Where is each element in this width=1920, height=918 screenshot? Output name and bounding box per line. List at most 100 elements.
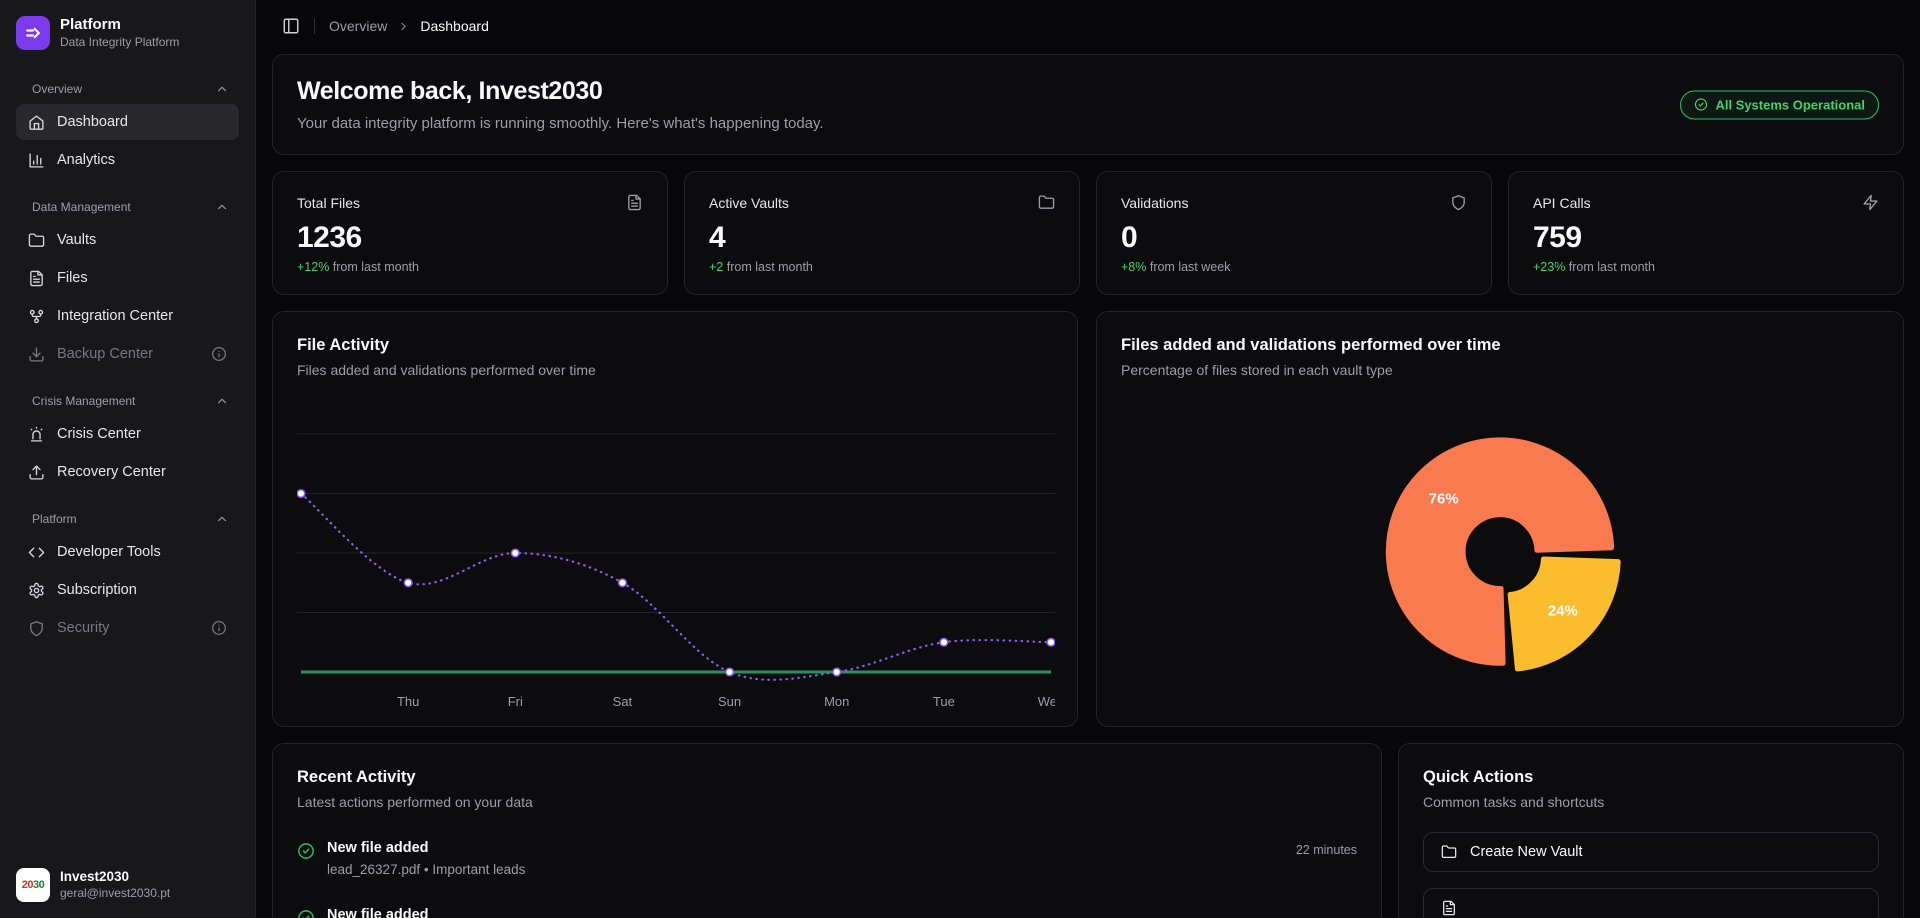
sidebar: Platform Data Integrity Platform Overvie… [0,0,256,918]
svg-text:Wed: Wed [1038,694,1055,709]
file-activity-card: File Activity Files added and validation… [272,311,1078,727]
quick-action-button[interactable] [1423,888,1879,918]
section-platform[interactable]: Platform [0,504,255,532]
vault-distribution-donut-chart: 76% 24% [1385,437,1621,672]
dashboard-content: Welcome back, Invest2030 Your data integ… [256,52,1920,918]
welcome-banner: Welcome back, Invest2030 Your data integ… [272,54,1904,155]
sidebar-item-label: Recovery Center [57,464,166,480]
sidebar-item-label: Integration Center [57,308,174,324]
svg-text:Sat: Sat [613,694,633,709]
stat-card-total-files: Total Files 1236 +12% from last month [272,171,668,295]
user-name: Invest2030 [60,869,130,885]
sidebar-item-label: Files [57,270,88,286]
bar-chart-icon [28,152,45,169]
file-icon [1441,900,1457,916]
app-name: Platform [60,16,121,34]
recent-activity-subtitle: Latest actions performed on your data [297,794,533,810]
recent-activity-title: Recent Activity [297,768,416,786]
sidebar-item-dashboard[interactable]: Dashboard [16,104,239,140]
activity-title: New file added [327,907,429,918]
charts-row: File Activity Files added and validation… [272,311,1904,727]
topbar: Overview Dashboard [256,0,1920,52]
sidebar-item-files[interactable]: Files [16,260,239,296]
check-circle-icon [297,842,315,860]
svg-text:76%: 76% [1429,491,1459,508]
svg-text:24%: 24% [1548,603,1578,620]
status-badge-label: All Systems Operational [1715,97,1865,112]
gear-icon [28,582,45,599]
chevron-right-icon [397,20,410,33]
section-label: Overview [32,82,83,96]
file-icon [28,270,45,287]
sidebar-item-subscription[interactable]: Subscription [16,572,239,608]
stat-delta: +8% from last week [1121,260,1231,274]
info-icon [211,346,227,362]
create-new-vault-button[interactable]: Create New Vault [1423,832,1879,872]
chevron-up-icon [215,200,229,214]
sidebar-item-crisis-center[interactable]: Crisis Center [16,416,239,452]
sidebar-nav: Overview Dashboard Analytics Data Manage… [0,66,255,852]
sidebar-item-label: Vaults [57,232,97,248]
check-circle-icon [297,909,315,918]
svg-text:Thu: Thu [397,694,419,709]
file-activity-line-chart: Thu Fri Sat Sun Mon Tue Wed [296,433,1064,709]
svg-text:Tue: Tue [933,694,955,709]
recent-activity-card: Recent Activity Latest actions performed… [272,743,1382,918]
chart-title: File Activity [297,336,389,354]
section-label: Data Management [32,200,131,214]
welcome-subtitle: Your data integrity platform is running … [297,115,824,132]
sidebar-item-label: Subscription [57,582,137,598]
user-email: geral@invest2030.pt [60,885,171,900]
sidebar-item-developer-tools[interactable]: Developer Tools [16,534,239,570]
code-icon [28,544,45,561]
activity-time: 22 minutes [1295,843,1357,857]
app-logo: Platform Data Integrity Platform [0,0,255,66]
section-crisis-management[interactable]: Crisis Management [0,386,255,414]
quick-actions-card: Quick Actions Common tasks and shortcuts… [1398,743,1904,918]
activity-title: New file added [327,840,429,856]
sidebar-item-vaults[interactable]: Vaults [16,222,239,258]
quick-actions-subtitle: Common tasks and shortcuts [1423,794,1605,810]
info-icon [211,620,227,636]
avatar: 20 30 [16,868,50,902]
sidebar-item-backup-center[interactable]: Backup Center [16,336,239,372]
svg-text:Fri: Fri [508,694,523,709]
check-circle-icon [1694,98,1708,112]
stats-row: Total Files 1236 +12% from last month Ac… [272,171,1904,295]
folder-icon [1038,194,1055,211]
app-logo-icon [16,16,50,50]
sidebar-item-analytics[interactable]: Analytics [16,142,239,178]
chart-title: Files added and validations performed ov… [1121,336,1501,354]
quick-actions-title: Quick Actions [1423,768,1534,786]
breadcrumb: Overview Dashboard [329,18,489,34]
main-area: Overview Dashboard Welcome back, Invest2… [256,0,1920,918]
app-tagline: Data Integrity Platform [60,34,180,49]
sidebar-item-recovery-center[interactable]: Recovery Center [16,454,239,490]
stat-title: Total Files [297,194,361,211]
sidebar-item-label: Dashboard [57,114,128,130]
sidebar-item-integration-center[interactable]: Integration Center [16,298,239,334]
file-icon [626,194,643,211]
activity-item[interactable]: New file added lead_26327.pdf • Importan… [297,840,1357,877]
user-menu[interactable]: 20 30 Invest2030 geral@invest2030.pt [0,852,255,918]
stat-value: 1236 [297,221,362,254]
page-title: Welcome back, Invest2030 [297,77,603,105]
vault-distribution-card: Files added and validations performed ov… [1096,311,1904,727]
zap-icon [1862,194,1879,211]
stat-delta: +2 from last month [709,260,813,274]
stat-card-active-vaults: Active Vaults 4 +2 from last month [684,171,1080,295]
activity-item[interactable]: New file added [297,907,1357,918]
chevron-up-icon [215,82,229,96]
sidebar-item-security[interactable]: Security [16,610,239,646]
activity-description: lead_26327.pdf • Important leads [327,862,526,877]
chevron-up-icon [215,512,229,526]
platform-logo-icon [23,23,43,43]
sidebar-toggle-icon[interactable] [282,17,300,35]
breadcrumb-overview[interactable]: Overview [329,18,388,34]
git-fork-icon [28,308,45,325]
section-data-management[interactable]: Data Management [0,192,255,220]
section-overview[interactable]: Overview [0,74,255,102]
stat-title: API Calls [1533,194,1591,211]
stat-delta: +12% from last month [297,260,419,274]
breadcrumb-current: Dashboard [420,18,489,34]
